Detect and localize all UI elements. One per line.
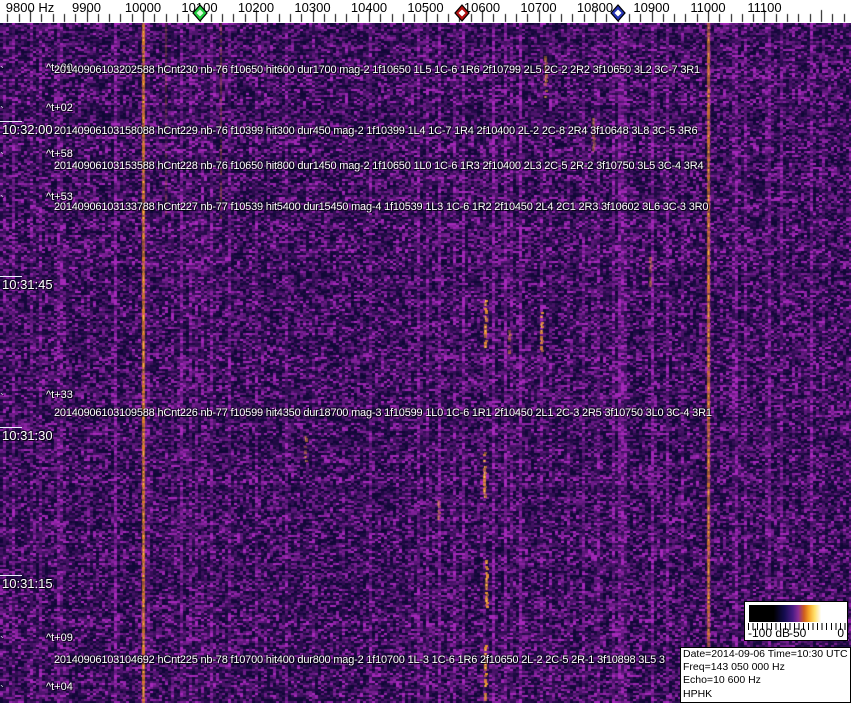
event-edge-mark: `	[0, 391, 4, 405]
freq-axis-label: 9900	[72, 0, 101, 15]
time-label: 10:31:30	[2, 428, 53, 443]
freq-axis-label: 9800 Hz	[5, 0, 55, 15]
freq-axis-label: 10700	[520, 0, 557, 15]
event-edge-mark: `	[0, 104, 4, 118]
frequency-ruler-ticks	[0, 0, 851, 23]
time-tick-line	[0, 276, 22, 277]
spectrogram-canvas[interactable]	[0, 23, 851, 703]
event-time-tag: ^t+58	[46, 148, 73, 160]
event-time-tag: ^t+00	[46, 62, 73, 74]
event-edge-mark: `	[0, 193, 4, 207]
red-freq-marker-diamond-icon[interactable]	[454, 4, 471, 22]
freq-axis-label: 11100	[747, 0, 782, 15]
info-frequency: Freq=143 050 000 Hz	[683, 661, 785, 674]
info-station: HPHK	[683, 687, 713, 700]
db-max-label: 0	[837, 626, 844, 640]
blue-freq-marker-diamond-icon[interactable]	[609, 4, 626, 22]
time-tick-line	[0, 427, 22, 428]
freq-axis-label: 10300	[294, 0, 331, 15]
freq-axis-label: 10000	[124, 0, 162, 15]
time-label: 10:31:45	[2, 277, 53, 292]
event-detection-log-line: 20140906103158088 hCnt229 nb-76 f10399 h…	[54, 125, 698, 137]
frequency-ruler: 9800 Hz990010000101001020010300104001050…	[0, 0, 851, 23]
db-color-scale-legend: -100 dB -50 0	[744, 601, 848, 641]
time-label: 10:31:15	[2, 576, 53, 591]
event-detection-log-line: 20140906103104692 hCnt225 nb-78 f10700 h…	[54, 654, 665, 666]
event-time-tag: ^t+33	[46, 389, 73, 401]
event-edge-mark: `	[0, 64, 4, 78]
freq-axis-label: 11000	[690, 0, 726, 15]
event-detection-log-line: 20140906103153588 hCnt228 nb-76 f10650 h…	[54, 160, 704, 172]
time-tick-line	[0, 575, 22, 576]
freq-axis-label: 10600	[463, 0, 501, 15]
event-edge-mark: `	[0, 634, 4, 648]
info-date-time: Date=2014-09-06 Time=10:30 UTC	[683, 648, 848, 660]
event-edge-mark: `	[0, 683, 4, 697]
station-info-box: Date=2014-09-06 Time=10:30 UTC Freq=143 …	[680, 647, 851, 703]
freq-axis-label: 10900	[633, 0, 670, 15]
green-freq-marker-diamond-icon[interactable]	[191, 4, 208, 22]
event-detection-log-line: 20140906103109588 hCnt226 nb-77 f10599 h…	[54, 407, 712, 419]
db-min-label: -100 dB	[748, 626, 791, 640]
db-scale-ticks	[748, 623, 846, 630]
freq-axis-label: 10800	[576, 0, 614, 15]
event-time-tag: ^t+53	[46, 191, 73, 203]
info-echo: Echo=10 600 Hz	[683, 674, 761, 687]
event-detection-log-line: 20140906103133788 hCnt227 nb-77 f10539 h…	[54, 201, 709, 213]
db-mid-label: -50	[789, 626, 807, 640]
event-time-tag: ^t+02	[46, 102, 73, 114]
db-gradient-bar	[749, 605, 844, 622]
time-label: 10:32:00	[2, 122, 53, 137]
freq-axis-label: 10400	[350, 0, 388, 15]
time-tick-line	[0, 121, 22, 122]
freq-axis-label: 10200	[237, 0, 275, 15]
event-time-tag: ^t+09	[46, 632, 73, 644]
freq-axis-label: 10500	[407, 0, 444, 15]
event-time-tag: ^t+04	[46, 681, 73, 693]
event-edge-mark: `	[0, 150, 4, 164]
event-detection-log-line: 20140906103202588 hCnt230 nb-76 f10650 h…	[54, 64, 700, 76]
